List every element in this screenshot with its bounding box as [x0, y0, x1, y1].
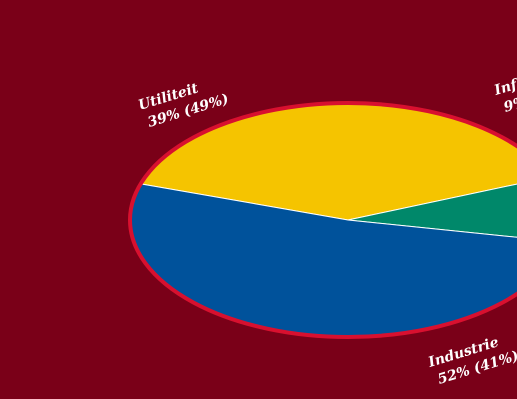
- label-industrie: Industrie 52% (41%): [426, 334, 517, 388]
- slice-label-inf-value: 9%: [502, 94, 517, 116]
- pie-slices: [129, 102, 517, 338]
- label-utiliteit: Utiliteit 39% (49%): [136, 80, 230, 131]
- label-inf: Inf 9%: [492, 76, 517, 116]
- slice-label-inf-name: Inf: [492, 76, 517, 99]
- pie-rim: [128, 101, 517, 339]
